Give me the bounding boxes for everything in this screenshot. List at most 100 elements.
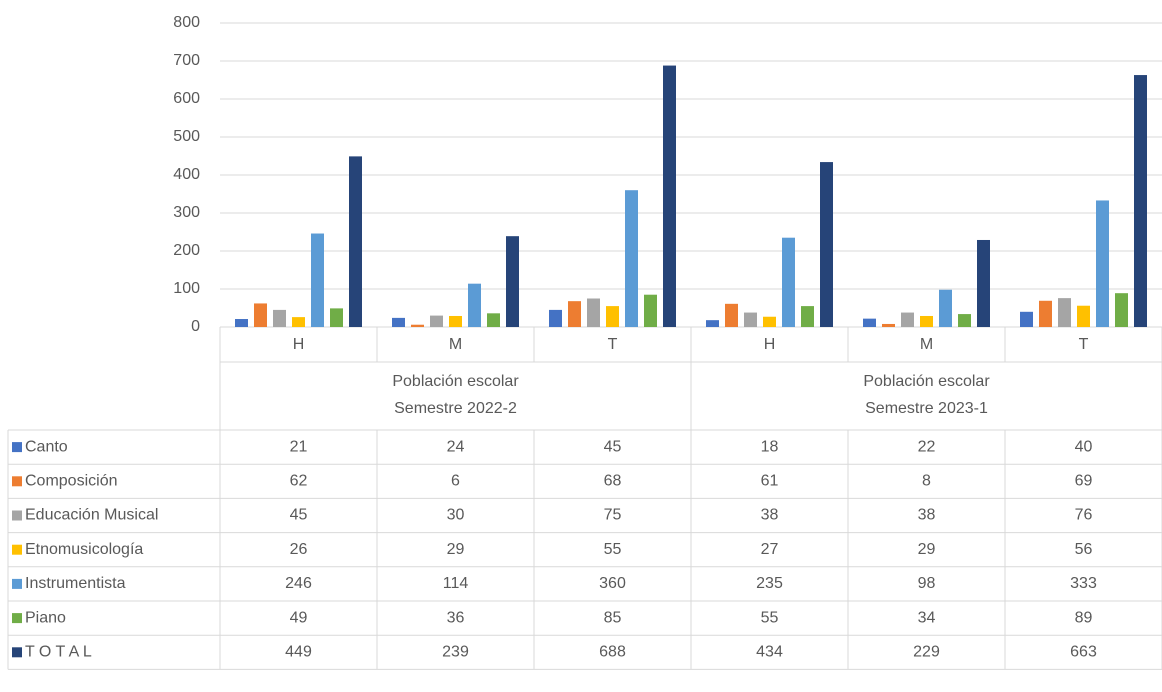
legend-label: Piano (25, 609, 66, 626)
bar (330, 308, 343, 327)
bar (587, 298, 600, 327)
bar (1096, 200, 1109, 327)
table-cell: 688 (599, 644, 626, 661)
table-cell: 360 (599, 575, 626, 592)
legend-swatch (12, 510, 22, 521)
x-tick-label: H (764, 336, 776, 353)
bar (706, 320, 719, 327)
bar (273, 309, 286, 327)
table-cell: 45 (290, 507, 308, 524)
bar (763, 316, 776, 327)
table-cell: 24 (447, 438, 465, 455)
bar (977, 239, 990, 327)
x-tick-label: T (608, 336, 618, 353)
bar (1039, 300, 1052, 327)
bar (663, 65, 676, 327)
y-tick-label: 300 (173, 204, 200, 221)
y-tick-label: 400 (173, 166, 200, 183)
table-cell: 68 (604, 473, 622, 490)
bar (725, 303, 738, 327)
legend-label: Etnomusicología (25, 541, 143, 558)
bar (506, 236, 519, 327)
bar (411, 324, 424, 327)
table-cell: 76 (1075, 507, 1093, 524)
bar (644, 294, 657, 327)
bar (254, 303, 267, 327)
table-cell: 38 (761, 507, 779, 524)
table-cell: 69 (1075, 473, 1093, 490)
table-cell: 246 (285, 575, 312, 592)
bar (1134, 75, 1147, 327)
bar (311, 233, 324, 327)
table-cell: 229 (913, 644, 940, 661)
table-cell: 663 (1070, 644, 1097, 661)
table-cell: 8 (922, 473, 931, 490)
table-cell: 49 (290, 609, 308, 626)
table-cell: 45 (604, 438, 622, 455)
y-tick-label: 200 (173, 242, 200, 259)
bar (958, 314, 971, 327)
bar (430, 315, 443, 327)
group-label: Semestre 2023-1 (865, 400, 988, 417)
bar (863, 318, 876, 327)
table-cell: 434 (756, 644, 783, 661)
bar (549, 309, 562, 327)
bar (449, 315, 462, 327)
table-cell: 36 (447, 609, 465, 626)
bar (744, 312, 757, 327)
table-cell: 114 (443, 575, 469, 592)
table-cell: 27 (761, 541, 779, 558)
table-cell: 89 (1075, 609, 1093, 626)
legend-swatch (12, 544, 22, 555)
y-tick-label: 500 (173, 128, 200, 145)
bar (901, 312, 914, 327)
table-cell: 62 (290, 473, 308, 490)
table-cell: 29 (447, 541, 465, 558)
legend-label: Instrumentista (25, 575, 126, 592)
table-cell: 449 (285, 644, 312, 661)
bar (568, 301, 581, 327)
table-cell: 26 (290, 541, 308, 558)
y-tick-label: 100 (173, 280, 200, 297)
group-label: Población escolar (392, 373, 519, 390)
bar (625, 190, 638, 327)
bar (349, 156, 362, 327)
y-tick-label: 600 (173, 90, 200, 107)
legend-swatch (12, 442, 22, 453)
x-tick-label: H (293, 336, 305, 353)
table-cell: 61 (761, 473, 779, 490)
table-cell: 21 (290, 438, 308, 455)
legend-label: Educación Musical (25, 507, 158, 524)
legend-swatch (12, 476, 22, 487)
bar (882, 323, 895, 327)
x-tick-label: T (1079, 336, 1089, 353)
table-cell: 29 (918, 541, 936, 558)
bar (487, 313, 500, 327)
table-cell: 98 (918, 575, 936, 592)
table-cell: 55 (761, 609, 779, 626)
bar (920, 315, 933, 327)
bar (1020, 311, 1033, 327)
bar (801, 306, 814, 327)
table-cell: 40 (1075, 438, 1093, 455)
y-tick-label: 0 (191, 318, 200, 335)
table-cell: 22 (918, 438, 936, 455)
table-cell: 18 (761, 438, 779, 455)
table-cell: 235 (756, 575, 783, 592)
legend-label: Composición (25, 473, 117, 490)
bar (1115, 293, 1128, 327)
table-cell: 333 (1070, 575, 1097, 592)
table-cell: 56 (1075, 541, 1093, 558)
y-tick-label: 700 (173, 52, 200, 69)
legend-swatch (12, 578, 22, 589)
table-cell: 34 (918, 609, 936, 626)
bar (468, 283, 481, 327)
table-cell: 30 (447, 507, 465, 524)
legend-label: T O T A L (25, 644, 92, 661)
bar (392, 317, 405, 327)
x-tick-label: M (449, 336, 462, 353)
bar (1058, 298, 1071, 327)
table-cell: 6 (451, 473, 460, 490)
legend-label: Canto (25, 438, 68, 455)
